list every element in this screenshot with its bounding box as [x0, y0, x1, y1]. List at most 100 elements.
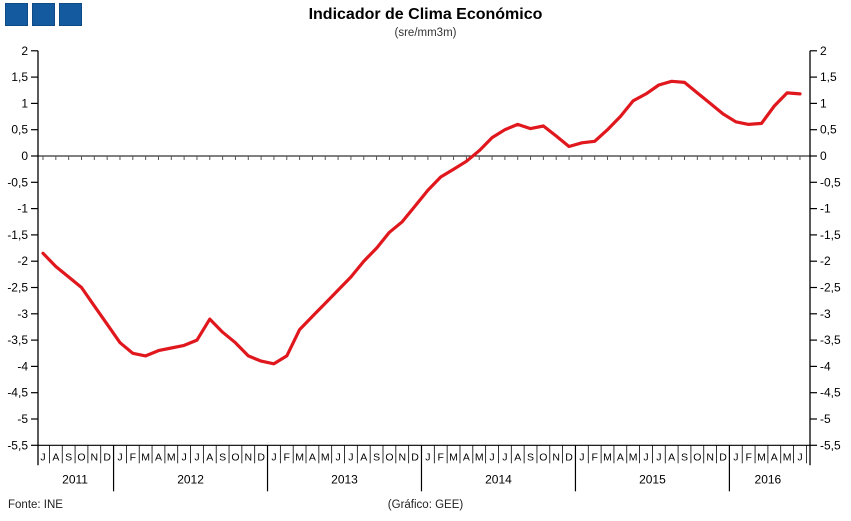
- month-label: A: [514, 451, 521, 463]
- month-label: J: [797, 451, 802, 463]
- month-label: J: [182, 451, 187, 463]
- y-axis-label-left: -0,5: [7, 175, 28, 189]
- y-axis-label-left: -5: [17, 412, 28, 426]
- month-label: N: [552, 451, 560, 463]
- y-axis-label-left: -3: [17, 307, 28, 321]
- footer-credit: (Gráfico: GEE): [387, 499, 464, 511]
- year-label: 2013: [331, 472, 358, 486]
- month-label: O: [539, 451, 547, 463]
- y-axis-label-right: -3: [820, 307, 831, 321]
- y-axis-label-left: 1,5: [11, 70, 28, 84]
- y-axis-label-right: -1: [820, 202, 831, 216]
- month-label: M: [141, 451, 150, 463]
- y-axis-label-right: -4: [820, 359, 831, 373]
- month-label: A: [155, 451, 162, 463]
- y-axis-label-left: 0: [21, 149, 28, 163]
- year-label: 2012: [177, 472, 204, 486]
- month-label: D: [411, 451, 419, 463]
- y-axis-label-right: -0,5: [820, 175, 841, 189]
- month-label: J: [656, 451, 661, 463]
- y-axis-label-right: 0: [820, 149, 827, 163]
- month-label: J: [194, 451, 199, 463]
- chart-subtitle: (sre/mm3m): [394, 27, 457, 39]
- y-axis-label-left: 1: [21, 96, 28, 110]
- y-axis-label-left: -1: [17, 202, 28, 216]
- month-label: A: [771, 451, 778, 463]
- y-axis-label-left: -4,5: [7, 386, 28, 400]
- footer-source: Fonte: INE: [8, 499, 63, 511]
- month-label: S: [527, 451, 534, 463]
- y-axis-label-left: -5,5: [7, 438, 28, 452]
- month-label: J: [643, 451, 648, 463]
- month-label: A: [360, 451, 367, 463]
- logo-square-2: [32, 3, 55, 26]
- month-label: M: [449, 451, 458, 463]
- month-label: M: [629, 451, 638, 463]
- month-label: D: [719, 451, 727, 463]
- month-label: O: [231, 451, 239, 463]
- y-axis-label-right: -4,5: [820, 386, 841, 400]
- month-label: J: [502, 451, 507, 463]
- month-label: J: [489, 451, 494, 463]
- y-axis-label-right: -3,5: [820, 333, 841, 347]
- y-axis-label-right: -2: [820, 254, 831, 268]
- month-label: F: [745, 451, 751, 463]
- month-label: A: [617, 451, 624, 463]
- month-label: N: [398, 451, 406, 463]
- year-label: 2014: [485, 472, 512, 486]
- month-label: J: [425, 451, 430, 463]
- y-axis-label-right: 1: [820, 96, 827, 110]
- month-label: J: [117, 451, 122, 463]
- month-label: N: [244, 451, 252, 463]
- y-axis-label-right: 1,5: [820, 70, 837, 84]
- y-axis-label-right: -1,5: [820, 228, 841, 242]
- month-label: F: [438, 451, 444, 463]
- month-label: J: [733, 451, 738, 463]
- month-label: A: [668, 451, 675, 463]
- month-label: S: [65, 451, 72, 463]
- month-label: N: [706, 451, 714, 463]
- month-label: S: [373, 451, 380, 463]
- year-label: 2016: [755, 472, 782, 486]
- y-axis-label-right: 2: [820, 44, 827, 58]
- logo: [5, 3, 82, 26]
- month-label: M: [783, 451, 792, 463]
- logo-square-1: [5, 3, 28, 26]
- month-label: O: [385, 451, 393, 463]
- y-axis-label-left: 2: [21, 44, 28, 58]
- month-label: M: [603, 451, 612, 463]
- month-label: D: [103, 451, 111, 463]
- month-label: J: [271, 451, 276, 463]
- y-axis-label-left: -2: [17, 254, 28, 268]
- y-axis-label-left: -4: [17, 359, 28, 373]
- month-label: D: [257, 451, 265, 463]
- month-label: F: [284, 451, 290, 463]
- month-label: M: [167, 451, 176, 463]
- y-axis-label-left: -1,5: [7, 228, 28, 242]
- month-label: O: [77, 451, 85, 463]
- y-axis-label-right: -5: [820, 412, 831, 426]
- month-label: J: [579, 451, 584, 463]
- month-label: D: [565, 451, 573, 463]
- month-label: M: [475, 451, 484, 463]
- chart-title: Indicador de Clima Económico: [308, 6, 543, 23]
- month-label: S: [219, 451, 226, 463]
- y-axis-label-right: -5,5: [820, 438, 841, 452]
- y-axis-label-left: -3,5: [7, 333, 28, 347]
- logo-square-3: [59, 3, 82, 26]
- month-label: A: [309, 451, 316, 463]
- month-label: M: [295, 451, 304, 463]
- month-label: A: [52, 451, 59, 463]
- year-label: 2011: [62, 472, 88, 486]
- month-label: N: [91, 451, 99, 463]
- month-label: S: [681, 451, 688, 463]
- month-label: F: [130, 451, 136, 463]
- month-label: A: [463, 451, 470, 463]
- month-label: J: [335, 451, 340, 463]
- month-label: A: [206, 451, 213, 463]
- month-label: F: [591, 451, 597, 463]
- y-axis-label-right: 0,5: [820, 123, 837, 137]
- month-label: J: [40, 451, 45, 463]
